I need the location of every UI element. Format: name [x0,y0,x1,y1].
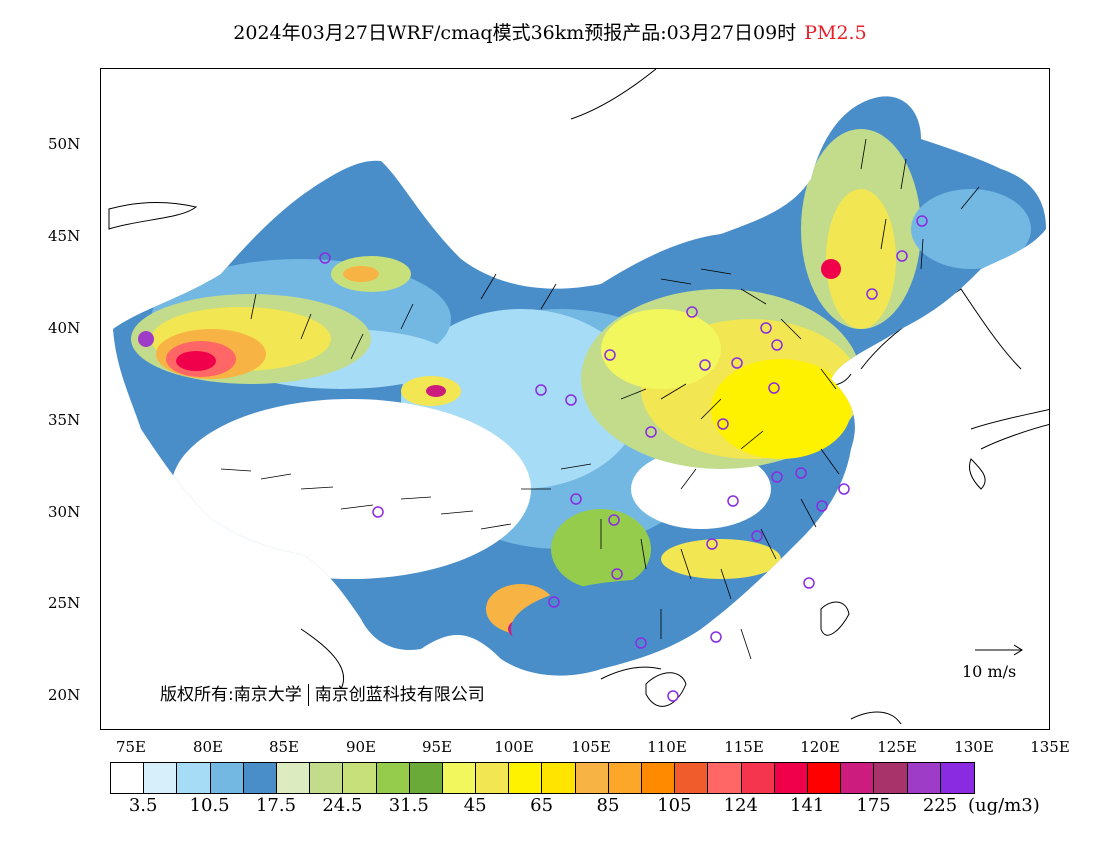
lat-label-40n: 40N [48,319,81,337]
colorbar-tick-label: 65 [530,795,554,816]
colorbar-swatch [409,763,443,793]
copyright-left: 版权所有:南京大学 [160,685,302,705]
colorbar-swatch [874,763,908,793]
lon-label-95e: 95E [421,738,453,756]
lat-label-45n: 45N [48,227,81,245]
copyright-separator [307,684,309,706]
lon-label-105e: 105E [571,738,611,756]
colorbar-swatch [210,763,244,793]
colorbar-swatch [741,763,775,793]
colorbar-swatch [774,763,808,793]
lon-label-100e: 100E [494,738,534,756]
colorbar-swatch [509,763,543,793]
colorbar-tick-label: 85 [596,795,620,816]
colorbar-tick-label: 45 [463,795,487,816]
colorbar-swatch [177,763,211,793]
copyright-notice: 版权所有:南京大学 南京创蓝科技有限公司 [160,680,485,706]
pollutant-label: PM2.5 [804,22,867,44]
colorbar-tick-label: 31.5 [388,795,429,816]
colorbar-tick-label: 105 [657,795,692,816]
wind-vectors [220,138,980,660]
colorbar-swatch [575,763,609,793]
reference-vector-label: 10 m/s [962,662,1017,681]
pm25-map [108,69,1049,725]
lon-label-115e: 115E [724,738,764,756]
colorbar-tick-label: 175 [856,795,891,816]
lon-label-125e: 125E [877,738,917,756]
colorbar-swatch [940,763,974,793]
colorbar-swatch [111,763,145,793]
colorbar-swatch [708,763,742,793]
colorbar [110,762,975,794]
copyright-right: 南京创蓝科技有限公司 [314,685,485,705]
lon-label-110e: 110E [647,738,687,756]
colorbar-swatch [343,763,377,793]
lat-label-30n: 30N [48,503,81,521]
colorbar-swatch [276,763,311,793]
lon-label-130e: 130E [954,738,994,756]
colorbar-swatch [907,763,941,793]
colorbar-swatch [542,763,576,793]
colorbar-tick-label: 10.5 [189,795,230,816]
colorbar-tick-label: 24.5 [322,795,363,816]
colorbar-swatch [442,763,477,793]
colorbar-swatch [476,763,510,793]
lon-label-135e: 135E [1030,738,1070,756]
colorbar-tick-label: 17.5 [255,795,297,816]
colorbar-swatch [841,763,875,793]
colorbar-swatch [144,763,178,793]
colorbar-swatch [807,763,842,793]
lat-label-50n: 50N [48,135,81,153]
lon-label-85e: 85E [268,738,300,756]
colorbar-tick-label: 124 [723,795,758,816]
lat-label-20n: 20N [48,686,81,704]
lon-label-75e: 75E [115,738,147,756]
colorbar-swatch [243,763,277,793]
colorbar-swatch [376,763,410,793]
reference-wind-arrow [975,644,1023,656]
monitoring-city-markers [319,215,928,702]
colorbar-tick-label: 3.5 [128,795,158,816]
map-title: 2024年03月27日WRF/cmaq模式36km预报产品:03月27日09时 P… [0,18,1100,45]
lat-label-25n: 25N [48,594,81,612]
colorbar-tick-label: 141 [790,795,825,816]
colorbar-swatch [675,763,709,793]
colorbar-swatch [310,763,344,793]
lon-label-90e: 90E [345,738,377,756]
lat-label-35n: 35N [48,411,81,429]
colorbar-units: (ug/m3) [968,795,1040,816]
map-panel [100,68,1050,730]
colorbar-swatch [608,763,642,793]
title-text: 2024年03月27日WRF/cmaq模式36km预报产品:03月27日09时 [233,22,797,44]
lon-label-120e: 120E [800,738,840,756]
colorbar-tick-label: 225 [922,795,958,816]
colorbar-swatch [642,763,676,793]
lon-label-80e: 80E [192,738,224,756]
